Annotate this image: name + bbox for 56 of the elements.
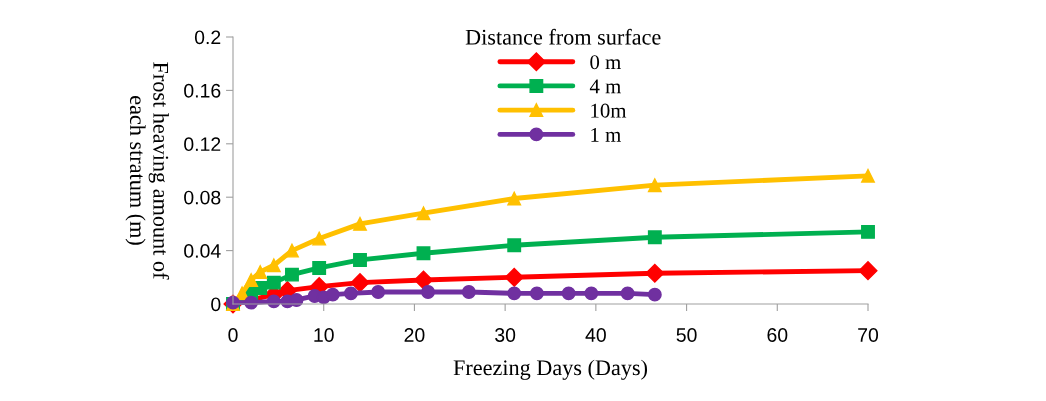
y-tick-label: 0.04 <box>184 244 221 258</box>
point <box>266 275 281 290</box>
point <box>561 286 576 301</box>
point <box>461 285 476 299</box>
point <box>350 273 370 293</box>
x-tick-label: 60 <box>767 328 788 342</box>
legend-label: 1 m <box>591 127 621 142</box>
point <box>312 231 327 246</box>
point <box>421 285 435 299</box>
point <box>861 224 875 239</box>
point <box>620 286 635 301</box>
point <box>353 216 367 231</box>
point <box>266 258 281 273</box>
legend-label: 0 m <box>590 55 621 70</box>
point <box>413 270 434 290</box>
x-tick-label: 0 <box>228 328 238 342</box>
point <box>416 206 431 221</box>
y-tick-label: 0.08 <box>184 190 221 205</box>
point <box>507 286 522 301</box>
point <box>244 273 259 287</box>
x-tick-label: 40 <box>585 328 606 342</box>
y-tick-label: 0.2 <box>194 30 221 45</box>
point <box>647 178 662 193</box>
point <box>312 261 327 275</box>
point <box>507 191 522 206</box>
point <box>343 286 358 301</box>
point <box>253 281 268 295</box>
x-tick-label: 50 <box>676 328 697 342</box>
point <box>285 267 299 282</box>
y-tick-label: 0 <box>211 297 221 312</box>
x-tick-label: 10 <box>314 328 334 342</box>
point <box>253 265 268 279</box>
point <box>645 263 665 283</box>
point <box>507 238 522 253</box>
point <box>416 246 431 261</box>
point <box>325 287 340 302</box>
point <box>371 285 386 299</box>
y-axis-title: Frost heaving amount of each stratum (m) <box>125 62 170 280</box>
y-tick-label: 0.12 <box>184 137 221 152</box>
point <box>858 261 878 281</box>
x-axis-title: Freezing Days (Days) <box>453 359 648 380</box>
point <box>529 286 544 301</box>
point <box>647 287 662 302</box>
x-tick-label: 30 <box>495 328 516 342</box>
point <box>584 286 599 301</box>
legend-label: 4 m <box>589 79 621 94</box>
y-tick-label: 0.16 <box>184 83 221 98</box>
point <box>504 267 524 287</box>
x-tick-label: 20 <box>404 328 425 342</box>
legend-label: 10m <box>591 103 627 118</box>
point <box>861 168 875 183</box>
point <box>353 252 367 267</box>
point <box>285 243 299 258</box>
legend-title: Distance from surface <box>465 28 661 45</box>
point <box>647 230 662 245</box>
x-tick-label: 70 <box>858 328 879 342</box>
